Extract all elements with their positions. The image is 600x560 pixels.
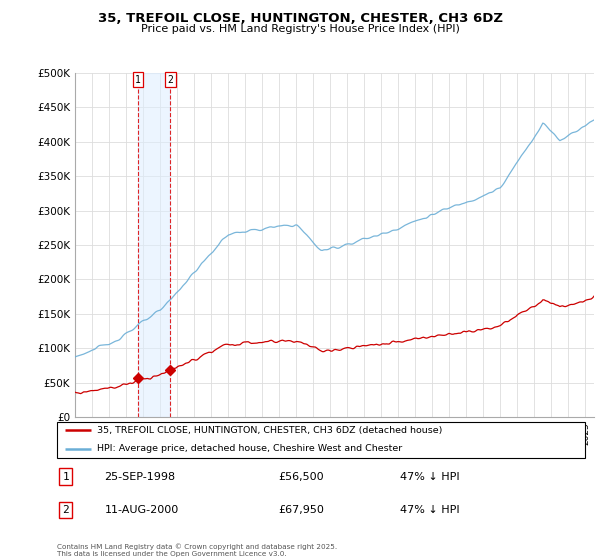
Text: 1: 1 xyxy=(62,472,69,482)
Text: 25-SEP-1998: 25-SEP-1998 xyxy=(104,472,176,482)
Text: Contains HM Land Registry data © Crown copyright and database right 2025.
This d: Contains HM Land Registry data © Crown c… xyxy=(57,544,337,557)
Text: 2: 2 xyxy=(167,74,173,85)
Text: 11-AUG-2000: 11-AUG-2000 xyxy=(104,505,179,515)
Text: 2: 2 xyxy=(62,505,69,515)
Text: 35, TREFOIL CLOSE, HUNTINGTON, CHESTER, CH3 6DZ (detached house): 35, TREFOIL CLOSE, HUNTINGTON, CHESTER, … xyxy=(97,426,442,435)
Text: 47% ↓ HPI: 47% ↓ HPI xyxy=(400,505,460,515)
Text: HPI: Average price, detached house, Cheshire West and Chester: HPI: Average price, detached house, Ches… xyxy=(97,444,402,453)
Bar xyxy=(138,73,170,417)
Text: 47% ↓ HPI: 47% ↓ HPI xyxy=(400,472,460,482)
Text: 1: 1 xyxy=(135,74,141,85)
Text: £67,950: £67,950 xyxy=(279,505,325,515)
Text: Price paid vs. HM Land Registry's House Price Index (HPI): Price paid vs. HM Land Registry's House … xyxy=(140,24,460,34)
FancyBboxPatch shape xyxy=(57,422,585,458)
Text: £56,500: £56,500 xyxy=(279,472,325,482)
Text: 35, TREFOIL CLOSE, HUNTINGTON, CHESTER, CH3 6DZ: 35, TREFOIL CLOSE, HUNTINGTON, CHESTER, … xyxy=(97,12,503,25)
